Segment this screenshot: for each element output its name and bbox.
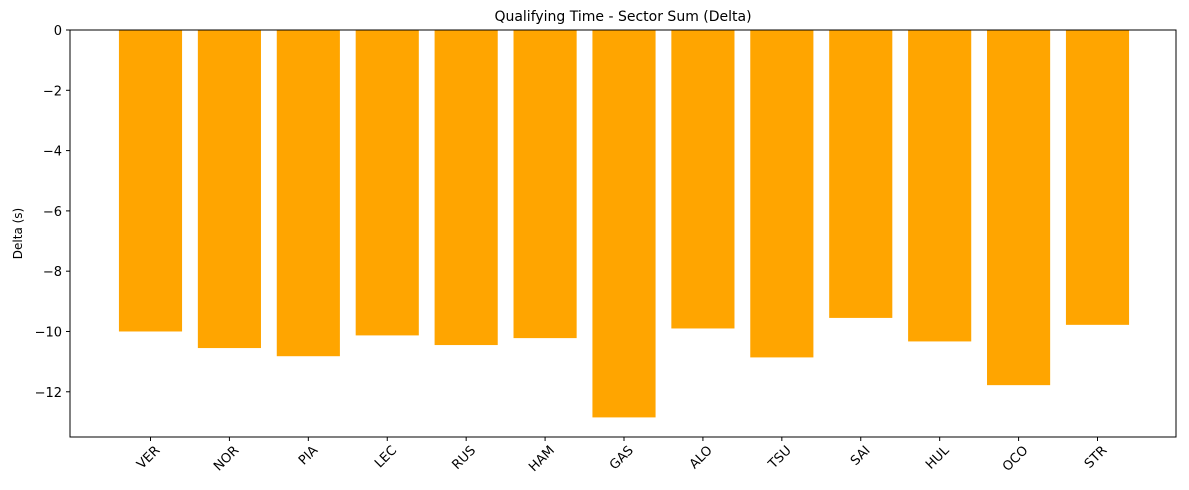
bar-sai [829,30,893,318]
x-tick-label-alo: ALO [687,443,716,472]
bar-alo [671,30,735,329]
x-tick-label-hul: HUL [923,443,953,473]
bars-group [118,30,1130,418]
bar-ver [118,30,183,332]
x-tick-label-rus: RUS [449,443,479,473]
bar-rus [434,30,498,346]
chart-title: Qualifying Time - Sector Sum (Delta) [494,9,751,25]
y-tick-label: −6 [43,205,62,220]
bar-oco [987,30,1051,386]
y-tick-label: −10 [35,325,62,340]
x-tick-label-nor: NOR [211,443,242,474]
y-tick-label: −4 [43,145,62,160]
y-tick-label: −12 [35,386,62,401]
x-tick-label-tsu: TSU [765,443,794,472]
bar-tsu [750,30,814,358]
x-tick-label-lec: LEC [372,443,400,471]
bar-pia [276,30,340,357]
bar-str [1065,30,1130,325]
x-tick-label-gas: GAS [607,443,637,473]
y-tick-label: −2 [43,84,62,99]
bar-nor [197,30,261,349]
x-ticks-group: VER NOR PIA LEC RUS HAM GAS ALO TSU SAI HUL OCO STR [134,437,1110,475]
y-axis-title: Delta (s) [11,208,25,259]
y-tick-label: −8 [43,265,62,280]
bar-gas [592,30,656,418]
bar-hul [908,30,972,342]
x-tick-label-ham: HAM [526,443,558,475]
x-tick-label-pia: PIA [296,443,321,468]
x-tick-label-oco: OCO [1000,443,1031,474]
y-ticks-group: 0 −2 −4 −6 −8 −10 −12 [35,24,70,401]
x-tick-label-ver: VER [134,443,163,472]
x-tick-label-sai: SAI [848,443,874,469]
bar-lec [355,30,419,336]
bar-ham [513,30,577,339]
x-tick-label-str: STR [1082,443,1110,471]
plot-frame [69,29,1177,438]
y-tick-label: 0 [54,24,62,39]
